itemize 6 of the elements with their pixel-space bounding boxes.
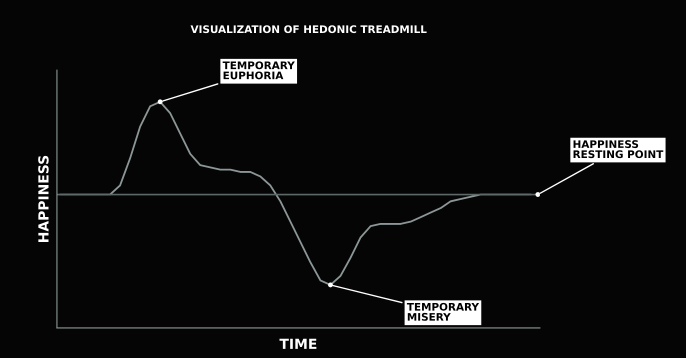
y-axis-title: HAPPINESS [38, 156, 49, 242]
x-axis-title: TIME [280, 338, 316, 349]
annotation: TEMPORARY MISERY [406, 302, 480, 321]
ref-line-label: HAPPINESS RESTING POINT [574, 140, 664, 158]
chart-title: VISUALIZATION OF HEDONIC TREADMILL [190, 25, 427, 34]
text: TEMPORARY EUPHORIA [222, 61, 295, 80]
